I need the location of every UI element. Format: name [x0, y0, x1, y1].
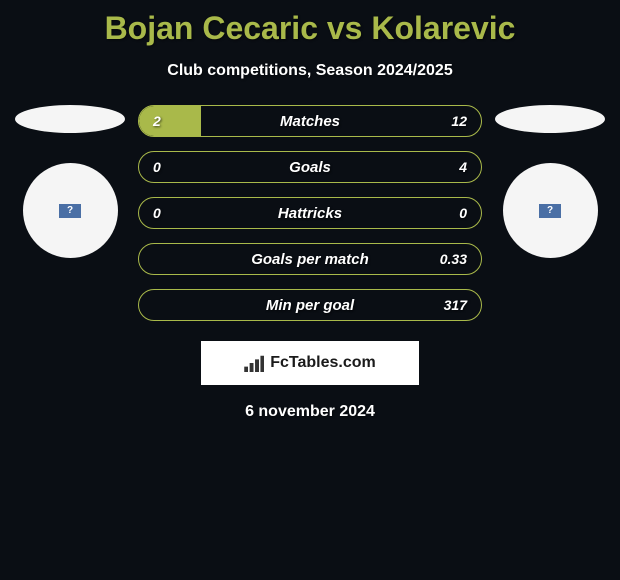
page-title: Bojan Cecaric vs Kolarevic	[0, 10, 620, 47]
stat-label: Min per goal	[139, 297, 481, 314]
club-circle-right	[503, 163, 598, 258]
fctables-logo[interactable]: FcTables.com	[201, 341, 419, 385]
left-side-col	[10, 105, 130, 258]
stat-value-right: 12	[451, 113, 467, 129]
stat-label: Matches	[139, 113, 481, 130]
stat-label: Hattricks	[139, 205, 481, 222]
chart-icon	[244, 354, 264, 372]
stat-value-right: 0.33	[440, 251, 467, 267]
stat-value-right: 0	[459, 205, 467, 221]
content-row: 2 Matches 12 0 Goals 4 0 Hattricks 0 Goa…	[0, 105, 620, 321]
stat-bar-hattricks: 0 Hattricks 0	[138, 197, 482, 229]
stat-bar-goals-per-match: Goals per match 0.33	[138, 243, 482, 275]
player-badge-left	[15, 105, 125, 133]
stat-bar-goals: 0 Goals 4	[138, 151, 482, 183]
player-badge-right	[495, 105, 605, 133]
logo-text: FcTables.com	[270, 354, 376, 372]
main-container: Bojan Cecaric vs Kolarevic Club competit…	[0, 0, 620, 431]
stat-label: Goals per match	[139, 251, 481, 268]
stat-label: Goals	[139, 159, 481, 176]
club-placeholder-icon	[539, 204, 561, 218]
club-circle-left	[23, 163, 118, 258]
subtitle: Club competitions, Season 2024/2025	[0, 62, 620, 80]
stats-column: 2 Matches 12 0 Goals 4 0 Hattricks 0 Goa…	[138, 105, 482, 321]
stat-value-right: 4	[459, 159, 467, 175]
right-side-col	[490, 105, 610, 258]
date-text: 6 november 2024	[0, 403, 620, 421]
stat-bar-matches: 2 Matches 12	[138, 105, 482, 137]
stat-bar-min-per-goal: Min per goal 317	[138, 289, 482, 321]
stat-value-right: 317	[444, 297, 467, 313]
club-placeholder-icon	[59, 204, 81, 218]
